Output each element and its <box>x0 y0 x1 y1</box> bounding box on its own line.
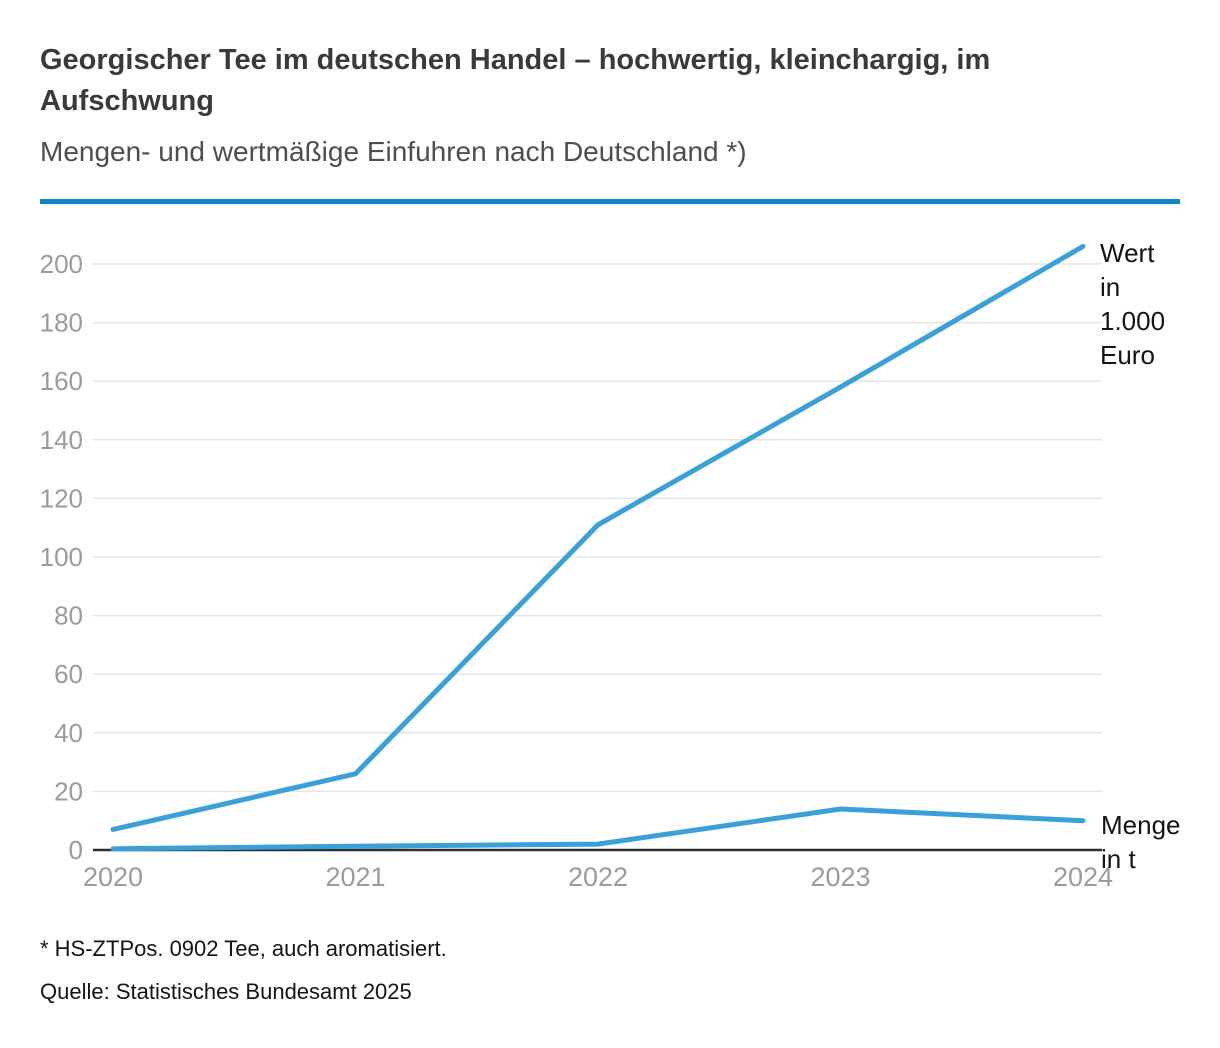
source-line: Quelle: Statistisches Bundesamt 2025 <box>40 979 412 1004</box>
svg-text:100: 100 <box>40 542 83 572</box>
svg-text:80: 80 <box>54 601 83 631</box>
series-label-wert: Wert in 1.000 Euro <box>1100 238 1166 370</box>
svg-text:0: 0 <box>69 835 83 865</box>
svg-text:160: 160 <box>40 366 83 396</box>
svg-text:2024: 2024 <box>1053 862 1113 892</box>
page-title: Georgischer Tee im deutschen Handel – ho… <box>40 44 991 118</box>
svg-text:40: 40 <box>54 718 83 748</box>
svg-text:2022: 2022 <box>568 862 628 892</box>
divider-rule <box>40 199 1180 204</box>
svg-text:2023: 2023 <box>810 862 870 892</box>
svg-text:140: 140 <box>40 425 83 455</box>
svg-text:2020: 2020 <box>83 862 143 892</box>
footnote: * HS-ZTPos. 0902 Tee, auch aromatisiert. <box>40 936 447 961</box>
svg-text:180: 180 <box>40 308 83 338</box>
svg-text:20: 20 <box>54 776 83 806</box>
svg-text:60: 60 <box>54 659 83 689</box>
page-subtitle: Mengen- und wertmäßige Einfuhren nach De… <box>40 136 747 167</box>
svg-text:200: 200 <box>40 249 83 279</box>
line-chart: 200 180 160 140 120 100 80 60 40 20 0 2020 2021 2022 2… <box>0 210 1220 920</box>
series-label-menge: Menge in t <box>1101 810 1181 874</box>
svg-text:120: 120 <box>40 483 83 513</box>
svg-text:2021: 2021 <box>325 862 385 892</box>
